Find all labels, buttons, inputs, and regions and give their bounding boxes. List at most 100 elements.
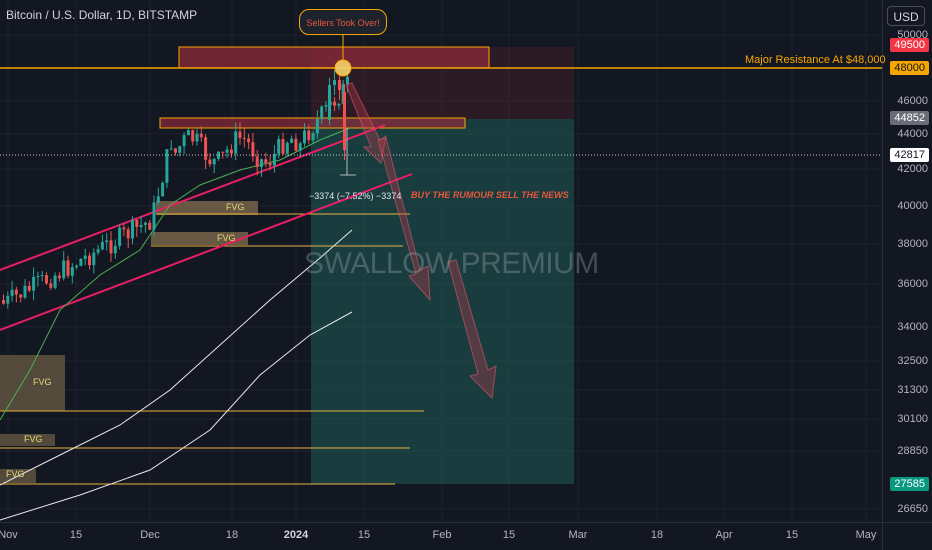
price-tick: 26650 [897,503,928,515]
candle-body [62,260,66,279]
time-tick: Nov [0,529,18,541]
candle-body [260,159,263,168]
candle-body [229,149,233,154]
time-tick: May [855,529,877,541]
short-target-zone [311,119,574,484]
candle-body [285,142,289,154]
candle-body [156,196,160,203]
candle-body [135,219,139,228]
candle-body [49,283,53,288]
resistance-zone [178,46,490,69]
candle-body [118,227,122,246]
candle-body [303,130,306,144]
projection-arrow-3 [447,259,497,400]
candle-body [268,163,272,166]
candle-body [79,258,83,266]
candle-body [238,131,242,138]
candle-body [96,249,100,253]
measure-label: −3374 (−7.52%) −3374 [309,191,402,201]
time-tick: Apr [715,529,733,541]
candle-body [152,202,156,230]
price-chart-area[interactable] [0,0,882,522]
time-tick: 15 [357,529,371,541]
candle-body [88,255,91,266]
candle-body [320,106,324,120]
fvg-box [156,201,258,215]
candle-body [255,156,259,168]
sellers-callout[interactable]: Sellers Took Over! [299,9,387,35]
currency-button[interactable]: USD [887,6,925,26]
candle-body [242,137,246,139]
channel-upper-line [0,124,386,271]
candle-body [169,148,173,150]
time-tick: 18 [225,529,239,541]
time-tick: 15 [785,529,799,541]
time-tick: 15 [69,529,83,541]
candle-body [298,143,302,151]
candle-body [45,275,48,284]
candle-body [66,260,70,276]
time-tick-year: 2024 [283,529,309,541]
candle-body [105,240,109,243]
time-tick: 15 [502,529,516,541]
candle-body [70,267,74,276]
candle-body [337,103,341,106]
candle-body [75,265,79,268]
watermark: SWALLOW PREMIUM [304,247,599,280]
price-tick: 36000 [897,278,928,290]
candle-body [57,275,61,279]
candle-body [251,142,255,157]
ma-long-line [0,311,353,521]
time-axis-divider [0,522,932,523]
price-badge-resistance: 48000 [890,61,929,75]
fvg-label: FVG [24,434,43,444]
candle-body [204,137,208,160]
time-tick: Mar [568,529,588,541]
candle-body [182,135,186,147]
candle-body [165,149,169,183]
fvg-box [151,232,248,245]
fvg-label: FVG [6,469,25,479]
candle-body [148,222,152,230]
candle-body [10,289,14,296]
candle-body [208,159,212,165]
candle-body [225,149,229,153]
price-tick: 28850 [897,445,928,457]
candle-body [161,182,165,197]
price-tick: 46000 [897,95,928,107]
candle-body [2,300,5,304]
candle-body [264,159,268,164]
candle-body [307,130,311,141]
price-tick: 42000 [897,163,928,175]
resistance-label: Major Resistance At $48,000 [745,54,886,66]
candle-body [272,153,276,166]
fvg-label: FVG [33,377,52,387]
symbol-title[interactable]: Bitcoin / U.S. Dollar, 1D, BITSTAMP [6,8,198,22]
price-axis-divider [882,0,883,550]
candle-body [338,80,341,90]
candle-body [83,255,87,259]
candle-body [23,285,27,298]
candle-body [14,289,18,295]
candle-body [191,130,195,142]
price-badge-upper: 49500 [890,38,929,52]
candle-body [247,138,251,143]
candle-body [100,242,104,250]
candle-body [19,294,23,298]
candle-body [6,295,10,304]
candle-body [333,80,336,85]
candle-body [139,224,143,228]
candle-body [346,76,349,84]
candle-body [311,133,315,141]
candle-body [32,276,36,291]
candle-body [36,276,40,278]
chart-canvas[interactable] [0,0,882,522]
candle-body [27,285,31,291]
candle-body [333,101,337,106]
price-tick: 31300 [897,384,928,396]
fvg-label: FVG [217,233,236,243]
candle-body [315,119,319,134]
fvg-box [0,434,55,446]
price-tick: 40000 [897,200,928,212]
